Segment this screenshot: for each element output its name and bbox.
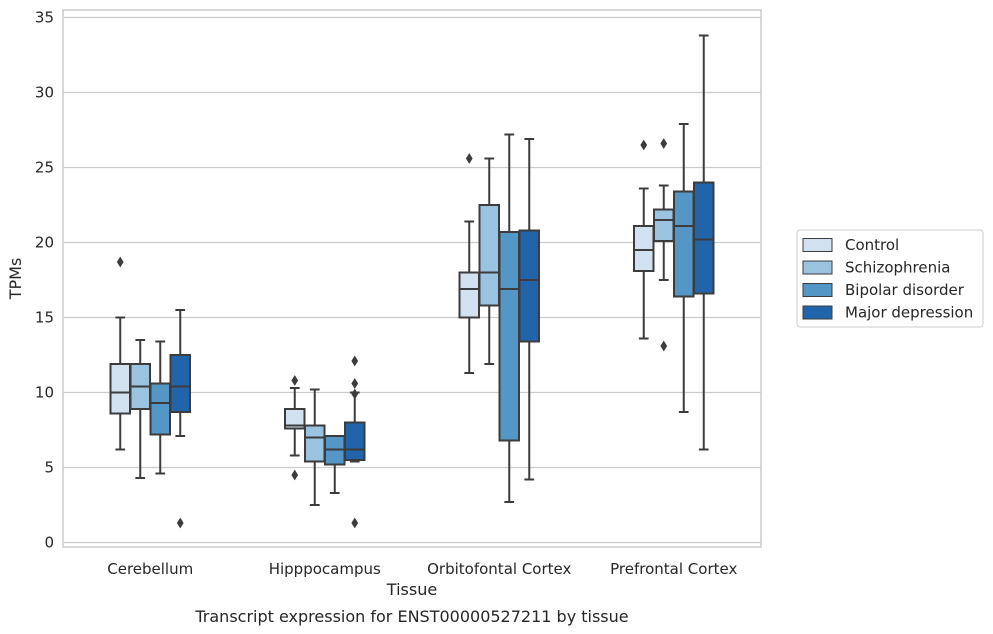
box-iqr — [304, 424, 326, 463]
x-tick-label: Orbitofontal Cortex — [427, 560, 571, 578]
series-control — [109, 139, 655, 481]
x-axis-ticks: Cerebellum Hipppocampus Orbitofontal Corte… — [107, 560, 737, 578]
outlier-marker — [351, 355, 359, 367]
x-tick-label: Hipppocampus — [269, 560, 381, 578]
y-tick-label: 10 — [35, 384, 54, 402]
y-axis-label: TPMs — [6, 258, 25, 301]
y-tick-label: 5 — [44, 459, 54, 477]
box — [653, 138, 675, 352]
box-iqr — [149, 382, 171, 436]
outlier-marker — [465, 153, 473, 164]
legend-label: Schizophrenia — [845, 259, 950, 277]
outlier-marker — [351, 517, 359, 529]
box-iqr — [693, 181, 715, 295]
legend-label: Control — [845, 236, 899, 254]
box — [498, 133, 520, 503]
plot-area-frame — [62, 9, 762, 548]
outlier-marker — [660, 340, 668, 352]
box-iqr — [109, 363, 131, 415]
legend-swatch — [802, 305, 833, 320]
box-iqr — [518, 229, 540, 343]
y-tick-label: 20 — [35, 234, 54, 252]
box-iqr — [458, 271, 480, 319]
y-tick-label: 0 — [44, 534, 54, 552]
box-iqr — [344, 421, 366, 461]
series-schizophrenia — [129, 138, 675, 506]
box — [304, 388, 326, 506]
outlier-marker — [116, 256, 124, 268]
y-tick-label: 30 — [35, 84, 54, 102]
outlier-marker — [176, 517, 184, 529]
box — [693, 34, 715, 451]
outlier-marker — [351, 378, 359, 389]
y-tick-label: 15 — [35, 309, 54, 327]
box-iqr — [633, 225, 655, 272]
box — [169, 309, 191, 529]
legend-swatch — [802, 260, 833, 275]
box-iqr — [284, 408, 306, 430]
chart-caption: Transcript expression for ENST0000052721… — [194, 607, 628, 626]
box — [129, 339, 151, 479]
outlier-marker — [660, 138, 668, 149]
legend: Control Schizophrenia Bipolar disorder Majo… — [796, 229, 984, 328]
box-iqr — [478, 204, 500, 307]
box — [344, 355, 366, 529]
outlier-marker — [640, 139, 648, 151]
outlier-marker — [291, 375, 299, 386]
box-iqr — [498, 231, 520, 442]
legend-label: Bipolar disorder — [845, 281, 965, 299]
box-iqr — [169, 354, 191, 413]
x-tick-label: Cerebellum — [107, 560, 193, 578]
box-iqr — [673, 190, 695, 298]
box — [284, 375, 306, 481]
box-iqr — [653, 208, 675, 242]
box — [518, 138, 540, 481]
box — [633, 139, 655, 340]
grid-lines — [63, 16, 761, 544]
legend-swatch — [802, 238, 833, 252]
outlier-marker — [351, 388, 359, 400]
box — [109, 256, 131, 451]
box — [324, 435, 346, 494]
y-tick-label: 35 — [35, 9, 54, 27]
series-major-depression — [169, 34, 715, 529]
legend-swatch — [802, 283, 833, 297]
box — [478, 157, 500, 365]
y-axis-ticks: 0 5 10 15 20 25 30 35 — [35, 9, 54, 552]
box — [149, 340, 171, 475]
box — [458, 153, 480, 374]
y-tick-label: 25 — [35, 159, 54, 177]
legend-frame — [796, 229, 984, 328]
series-bipolar-disorder — [149, 123, 695, 503]
x-axis-label: Tissue — [386, 580, 437, 599]
x-tick-label: Prefrontal Cortex — [610, 560, 737, 578]
legend-label: Major depression — [845, 304, 973, 322]
outlier-marker — [291, 469, 299, 481]
boxplots — [109, 34, 715, 529]
